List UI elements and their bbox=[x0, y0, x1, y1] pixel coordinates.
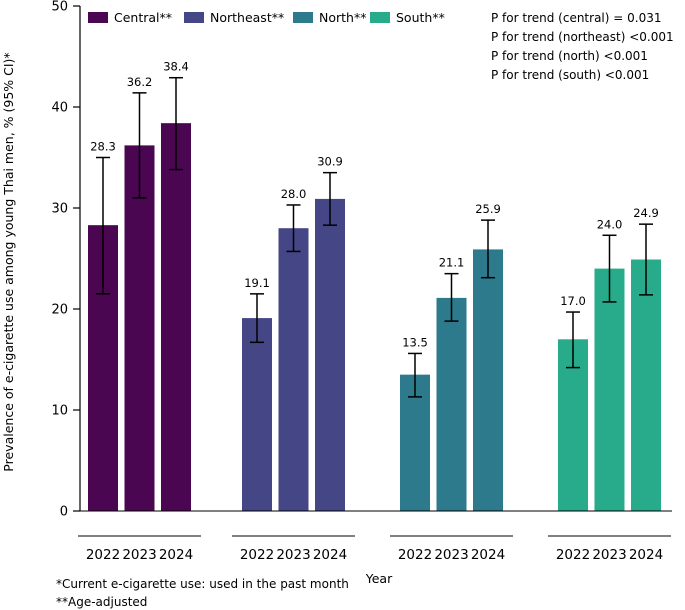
footnotes: *Current e-cigarette use: used in the pa… bbox=[56, 577, 349, 609]
legend-item-north: North** bbox=[293, 10, 366, 25]
value-label-central-2024: 38.4 bbox=[163, 60, 189, 74]
y-axis-title: Prevalence of e-cigarette use among youn… bbox=[1, 52, 16, 471]
legend-item-northeast: Northeast** bbox=[184, 10, 284, 25]
x-tick-label-central-2024: 2024 bbox=[159, 547, 193, 563]
x-tick-label-north-2023: 2023 bbox=[434, 547, 468, 563]
y-tick-label-30: 30 bbox=[51, 202, 68, 217]
x-axis-title: Year bbox=[365, 571, 393, 586]
error-bars-layer bbox=[96, 76, 653, 398]
error-bar-northeast-2023 bbox=[286, 204, 301, 253]
trend-annotation-4: P for trend (south) <0.001 bbox=[491, 68, 649, 82]
error-bar-north-2024 bbox=[481, 219, 495, 279]
x-tick-label-south-2023: 2023 bbox=[592, 547, 626, 563]
error-bar-north-2023 bbox=[444, 272, 459, 322]
legend-swatch-north bbox=[293, 12, 313, 23]
value-label-northeast-2022: 19.1 bbox=[244, 276, 270, 290]
value-labels-layer: 28.3 36.2 38.4 19.1 28.0 30.9 13.5 21.1 25.9 17.0… bbox=[90, 60, 659, 350]
trend-annotation-2: P for trend (northeast) <0.001 bbox=[491, 30, 674, 44]
y-tick-label-10: 10 bbox=[51, 404, 68, 419]
bar-central-2024 bbox=[161, 123, 191, 511]
error-bar-central-2022 bbox=[96, 156, 110, 295]
legend-label-north: North** bbox=[319, 10, 366, 25]
bar-northeast-2024 bbox=[315, 198, 345, 511]
x-tick-label-northeast-2022: 2022 bbox=[240, 547, 274, 563]
legend: Central** Northeast** North** South** bbox=[88, 10, 445, 25]
legend-label-central: Central** bbox=[114, 10, 172, 25]
error-bar-south-2024 bbox=[639, 223, 653, 296]
error-bar-north-2022 bbox=[408, 352, 422, 398]
value-label-central-2023: 36.2 bbox=[127, 75, 153, 89]
bar-northeast-2023 bbox=[278, 228, 309, 511]
error-bar-northeast-2024 bbox=[323, 171, 337, 226]
trend-annotation-3: P for trend (north) <0.001 bbox=[491, 49, 648, 63]
legend-label-south: South** bbox=[396, 10, 445, 25]
legend-swatch-central bbox=[88, 12, 108, 23]
y-tick-label-50: 50 bbox=[51, 0, 68, 15]
error-bar-northeast-2022 bbox=[250, 293, 264, 344]
value-label-north-2023: 21.1 bbox=[439, 256, 465, 270]
x-tick-label-central-2022: 2022 bbox=[86, 547, 120, 563]
legend-swatch-south bbox=[370, 12, 390, 23]
x-tick-label-northeast-2024: 2024 bbox=[313, 547, 347, 563]
y-tick-label-40: 40 bbox=[51, 101, 68, 116]
x-tick-label-south-2022: 2022 bbox=[556, 547, 590, 563]
bar-north-2024 bbox=[473, 249, 503, 511]
trend-annotation-1: P for trend (central) = 0.031 bbox=[491, 11, 661, 25]
value-label-northeast-2024: 30.9 bbox=[317, 155, 343, 169]
x-tick-label-north-2024: 2024 bbox=[471, 547, 505, 563]
x-tick-label-northeast-2023: 2023 bbox=[276, 547, 310, 563]
legend-swatch-northeast bbox=[184, 12, 204, 23]
error-bar-central-2023 bbox=[132, 92, 147, 199]
x-tick-label-central-2023: 2023 bbox=[122, 547, 156, 563]
x-tick-label-north-2022: 2022 bbox=[398, 547, 432, 563]
value-label-south-2024: 24.9 bbox=[633, 206, 659, 220]
axes bbox=[79, 6, 672, 512]
y-tick-label-0: 0 bbox=[60, 505, 68, 520]
footnote-2: **Age-adjusted bbox=[56, 595, 147, 609]
bar-south-2023 bbox=[594, 268, 625, 511]
x-tick-label-south-2024: 2024 bbox=[629, 547, 663, 563]
value-label-south-2023: 24.0 bbox=[597, 217, 623, 231]
legend-item-central: Central** bbox=[88, 10, 172, 25]
value-label-north-2024: 25.9 bbox=[475, 202, 501, 216]
trend-annotations: P for trend (central) = 0.031 P for trend… bbox=[491, 11, 674, 82]
bar-northeast-2022 bbox=[242, 318, 272, 511]
error-bar-central-2024 bbox=[169, 76, 183, 171]
bar-south-2024 bbox=[631, 259, 661, 511]
legend-label-northeast: Northeast** bbox=[210, 10, 284, 25]
y-tick-label-20: 20 bbox=[51, 303, 68, 318]
error-bar-south-2022 bbox=[566, 311, 580, 369]
bar-north-2023 bbox=[436, 297, 467, 511]
bar-central-2023 bbox=[124, 145, 155, 511]
error-bar-south-2023 bbox=[602, 234, 617, 303]
value-label-northeast-2023: 28.0 bbox=[281, 187, 307, 201]
value-label-central-2022: 28.3 bbox=[90, 140, 116, 154]
footnote-1: *Current e-cigarette use: used in the pa… bbox=[56, 577, 349, 591]
y-ticks: 0 10 20 30 40 50 bbox=[51, 0, 80, 520]
value-label-south-2022: 17.0 bbox=[560, 294, 586, 308]
bars-layer bbox=[88, 123, 661, 512]
x-category-labels: 2022 2023 2024 2022 2023 2024 2022 2023 2024 2022… bbox=[86, 547, 663, 563]
value-label-north-2022: 13.5 bbox=[402, 335, 428, 349]
legend-item-south: South** bbox=[370, 10, 445, 25]
